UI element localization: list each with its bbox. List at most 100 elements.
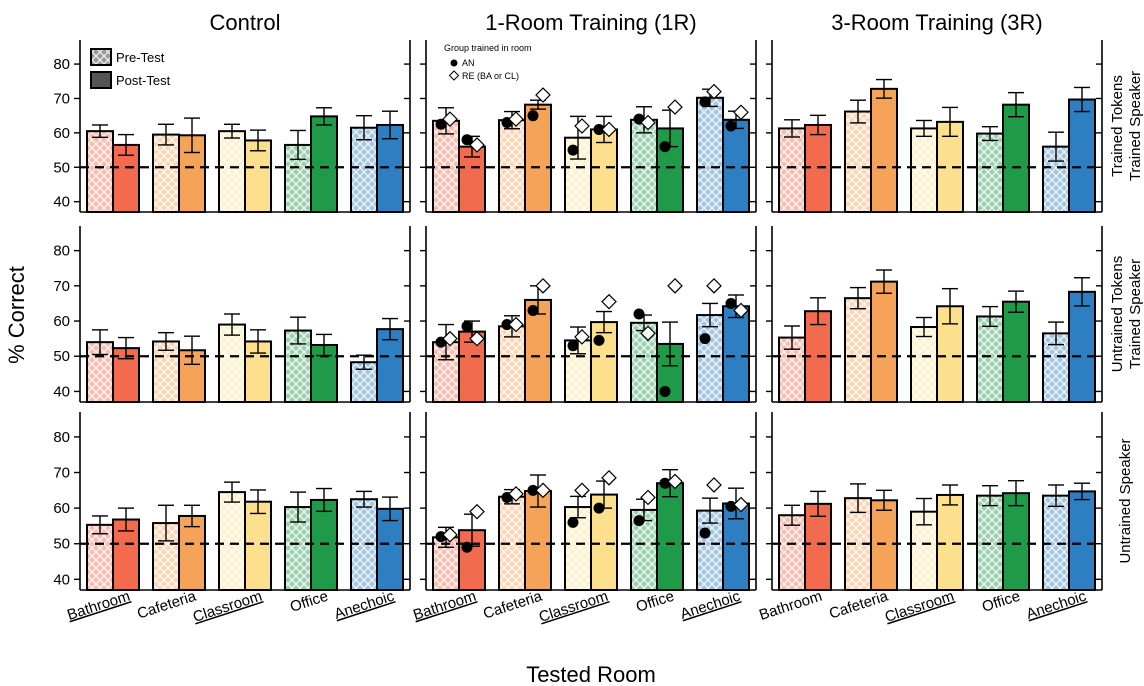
bar-post-fill [377, 124, 403, 212]
legend-swatch-pre-hatch [91, 49, 111, 65]
marker-re [667, 473, 683, 490]
y-tick-label: 50 [53, 348, 70, 365]
marker-re [601, 470, 617, 486]
room-label: Anechoic [1024, 587, 1088, 622]
room-label: Cafeteria [135, 587, 199, 622]
bar-pre-hatch [845, 298, 871, 402]
bar-post-fill [1003, 104, 1029, 212]
bar-pre-hatch [697, 315, 723, 402]
panel-1-2 [420, 412, 757, 592]
bar-post-fill [525, 299, 551, 402]
legend-re-marker [448, 70, 460, 81]
room-label: Bathroom [411, 588, 478, 624]
marker-an [725, 120, 737, 132]
marker-an [659, 385, 671, 397]
marker-re [469, 137, 485, 153]
panel-2-0 [766, 40, 1103, 214]
row-label: Trained Speaker [1127, 71, 1144, 181]
legend-post-label: Post-Test [116, 73, 171, 88]
marker-an [527, 110, 539, 122]
marker-an [501, 319, 513, 331]
bar-pre-hatch [153, 341, 179, 402]
bar-post-fill [657, 483, 683, 590]
bar-pre-hatch [697, 510, 723, 590]
y-axis-title: % Correct [4, 266, 29, 364]
marker-re [508, 486, 524, 502]
bar-post-fill [871, 500, 897, 590]
room-label: Anechoic [332, 587, 396, 622]
marker-an [527, 304, 539, 316]
panel-0-2 [74, 412, 411, 592]
x-axis-title: Tested Room [526, 662, 656, 686]
y-tick-label: 60 [53, 125, 70, 142]
panel-0-1 [74, 226, 411, 404]
marker-an [659, 141, 671, 153]
marker-an [593, 334, 605, 346]
marker-re [574, 482, 590, 499]
y-tick-label: 60 [53, 500, 70, 517]
bar-post-fill [805, 503, 831, 590]
bar-pre-hatch [779, 515, 805, 590]
legend-swatch-pre-outline [90, 48, 112, 66]
panel-1-1 [420, 226, 757, 404]
y-tick-label: 70 [53, 465, 70, 482]
bar-post-fill [1003, 301, 1029, 402]
bar-pre-hatch [153, 134, 179, 212]
marker-re [574, 329, 590, 345]
bar-post-fill [591, 322, 617, 402]
panel-2-1 [766, 226, 1103, 404]
marker-re [469, 503, 485, 520]
room-label: Classroom [191, 588, 264, 626]
column-title: Control [210, 10, 281, 35]
bar-pre-hatch [845, 111, 871, 212]
bar-post-fill [1069, 491, 1095, 590]
marker-an [527, 484, 539, 496]
row-label: Trained Tokens [1109, 75, 1126, 177]
room-label: Anechoic [678, 587, 742, 622]
y-tick-label: 40 [53, 194, 70, 211]
room-label: Cafeteria [481, 587, 545, 622]
bar-post-fill [723, 119, 749, 212]
bar-pre-hatch [87, 131, 113, 212]
bar-post-fill [937, 494, 963, 590]
row-label: Untrained Tokens [1109, 256, 1126, 372]
legend-re-label: RE (BA or CL) [462, 71, 519, 81]
marker-re [601, 293, 617, 310]
marker-an [567, 340, 579, 352]
marker-re [469, 330, 485, 347]
marker-re [442, 526, 458, 543]
bar-pre-hatch [219, 131, 245, 212]
row-label: Untrained Speaker [1117, 438, 1134, 563]
legend-group-title: Group trained in room [444, 43, 532, 53]
marker-re [733, 104, 749, 121]
y-tick-label: 40 [53, 383, 70, 400]
marker-an [435, 118, 447, 130]
bar-pre-hatch [351, 127, 377, 212]
panel-2-2 [766, 412, 1103, 592]
bar-post-fill [377, 508, 403, 590]
marker-an [567, 516, 579, 528]
marker-re [667, 277, 683, 294]
marker-re [706, 83, 722, 100]
marker-an [633, 308, 645, 320]
y-tick-label: 70 [53, 90, 70, 107]
marker-an [699, 96, 711, 108]
panel-1-0 [420, 40, 757, 214]
bar-post-fill [525, 104, 551, 212]
bar-pre-hatch [219, 324, 245, 402]
marker-an [593, 123, 605, 135]
bar-post-fill [459, 331, 485, 402]
marker-re [535, 277, 551, 294]
marker-re [574, 118, 590, 134]
marker-re [535, 87, 551, 103]
marker-re [508, 316, 524, 333]
y-tick-label: 70 [53, 278, 70, 295]
panel-0-0 [74, 40, 411, 214]
y-tick-label: 50 [53, 536, 70, 553]
legend-an-marker [450, 59, 458, 67]
legend: Pre-Test Post-Test Group trained in room AN… [90, 43, 532, 89]
marker-re [733, 496, 749, 513]
bar-post-fill [1069, 291, 1095, 402]
bar-post-fill [1003, 493, 1029, 590]
